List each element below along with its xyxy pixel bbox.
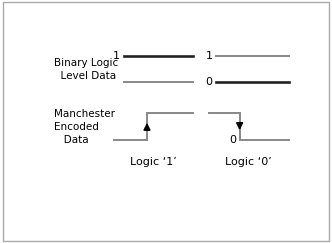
Text: Binary Logic
  Level Data: Binary Logic Level Data xyxy=(54,58,119,81)
Text: 0: 0 xyxy=(206,78,212,87)
Text: Logic ‘0’: Logic ‘0’ xyxy=(225,157,272,167)
Text: 0: 0 xyxy=(229,136,236,146)
Text: Logic ‘1’: Logic ‘1’ xyxy=(130,157,177,167)
Text: 1: 1 xyxy=(206,51,212,61)
Text: Manchester
Encoded
   Data: Manchester Encoded Data xyxy=(54,109,115,145)
Text: 1: 1 xyxy=(113,51,120,61)
